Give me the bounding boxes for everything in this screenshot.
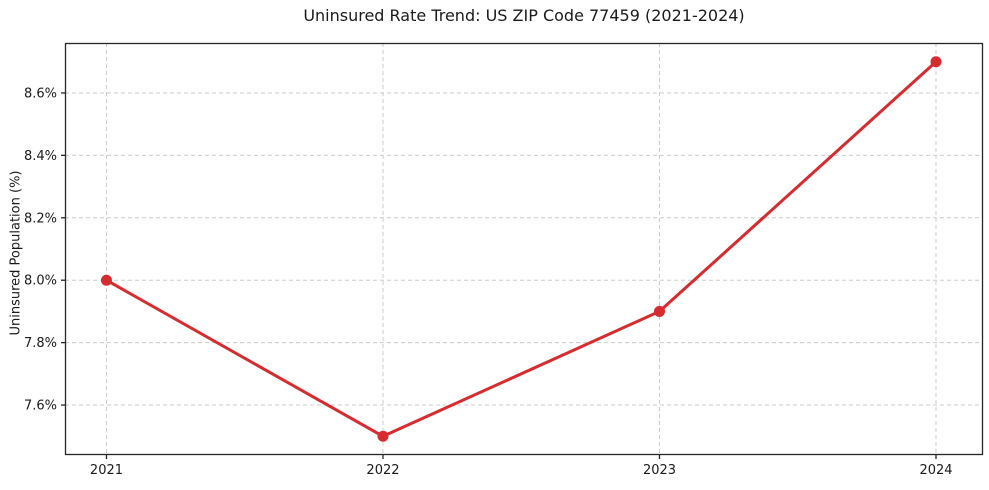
data-point: [377, 430, 389, 442]
x-tick-label: 2023: [643, 463, 676, 478]
chart-title: Uninsured Rate Trend: US ZIP Code 77459 …: [303, 6, 745, 25]
y-tick-label: 7.8%: [24, 336, 57, 351]
data-point: [930, 56, 942, 68]
y-tick-label: 8.6%: [24, 86, 57, 101]
trend-line: [104, 60, 938, 438]
x-tick-label: 2024: [919, 463, 952, 478]
data-point: [100, 274, 112, 286]
y-tick-label: 7.6%: [24, 399, 57, 414]
y-tick-label: 8.4%: [24, 149, 57, 164]
x-tick-label: 2022: [366, 463, 399, 478]
y-tick-label: 8.2%: [24, 211, 57, 226]
plot-frame: [64, 42, 984, 456]
y-tick-label: 8.0%: [24, 274, 57, 289]
data-point: [653, 305, 665, 317]
x-tick-label: 2021: [90, 463, 123, 478]
